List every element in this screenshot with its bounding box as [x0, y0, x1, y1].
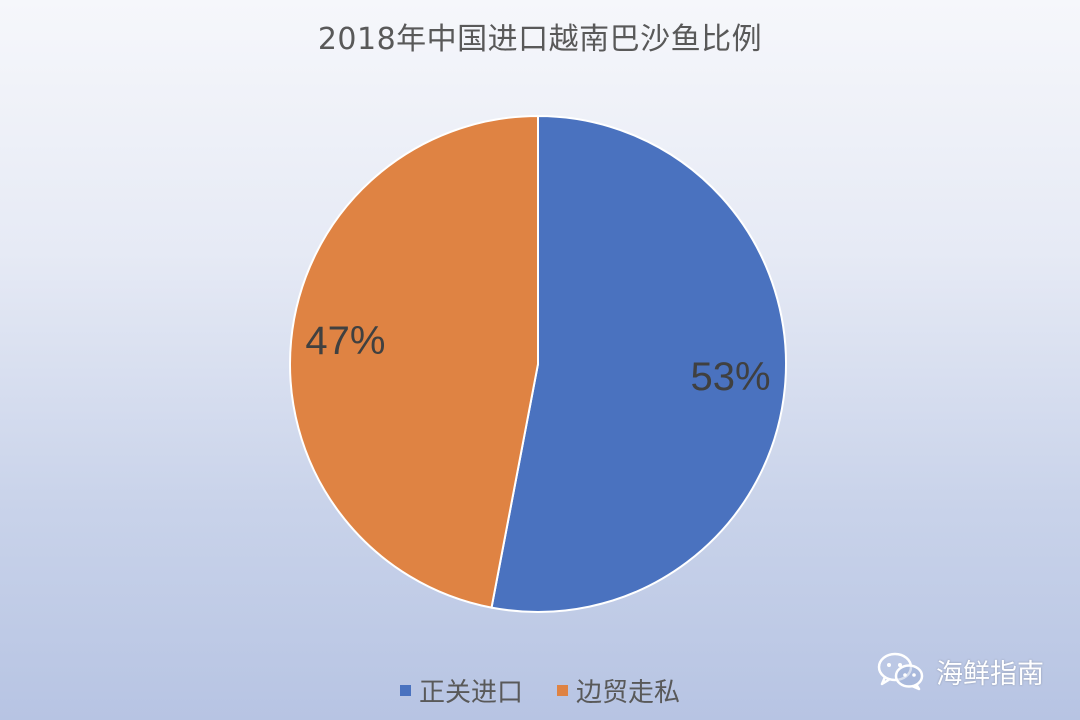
- wechat-icon: [877, 652, 924, 691]
- legend-item-0: 正关进口: [399, 672, 523, 709]
- slice-data-label-1: 47%: [305, 319, 385, 363]
- legend: 正关进口 边贸走私: [0, 672, 1080, 709]
- legend-swatch-0: [399, 685, 411, 696]
- pie-slice-0: [490, 114, 787, 613]
- watermark: 海鲜指南: [876, 651, 1044, 691]
- slice-data-label-0: 53%: [691, 355, 771, 399]
- legend-item-1: 边贸走私: [557, 672, 680, 709]
- legend-label-0: 正关进口: [418, 678, 523, 708]
- pie-slice-1: [289, 114, 539, 609]
- legend-label-1: 边贸走私: [576, 678, 681, 708]
- chart-title: 2018年中国进口越南巴沙鱼比例: [317, 22, 763, 57]
- watermark-text: 海鲜指南: [936, 658, 1044, 690]
- legend-swatch-1: [557, 685, 568, 696]
